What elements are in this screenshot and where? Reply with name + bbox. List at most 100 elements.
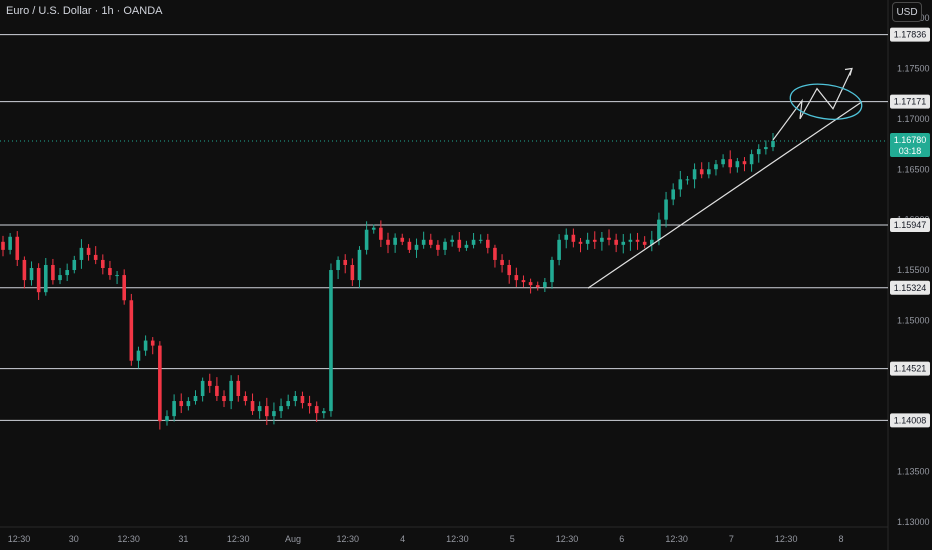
candle-body[interactable] xyxy=(500,259,504,265)
candle-body[interactable] xyxy=(635,239,640,242)
candle-body[interactable] xyxy=(307,403,312,407)
candle-body[interactable] xyxy=(122,275,127,301)
candle-body[interactable] xyxy=(115,275,119,277)
candle-body[interactable] xyxy=(578,241,583,244)
candle-body[interactable] xyxy=(685,179,690,181)
trendline[interactable] xyxy=(587,101,863,289)
candle-body[interactable] xyxy=(243,395,248,402)
candle-body[interactable] xyxy=(671,189,675,200)
candle-body[interactable] xyxy=(543,282,547,288)
candle-body[interactable] xyxy=(264,406,269,417)
candle-body[interactable] xyxy=(507,264,512,276)
candle-body[interactable] xyxy=(379,227,383,240)
candle-body[interactable] xyxy=(314,406,319,414)
target-ellipse[interactable] xyxy=(788,80,864,124)
candle-body[interactable] xyxy=(564,234,569,240)
candle-body[interactable] xyxy=(250,401,255,412)
candle-body[interactable] xyxy=(193,395,198,402)
candle-body[interactable] xyxy=(678,179,683,190)
candle-body[interactable] xyxy=(143,340,148,351)
candle-body[interactable] xyxy=(649,239,654,245)
candle-body[interactable] xyxy=(272,411,276,417)
candle-body[interactable] xyxy=(771,141,775,148)
candle-body[interactable] xyxy=(464,244,469,248)
candle-body[interactable] xyxy=(692,169,697,180)
candle-body[interactable] xyxy=(407,241,412,250)
projection-path[interactable] xyxy=(772,68,853,141)
candle-body[interactable] xyxy=(621,241,626,245)
candle-body[interactable] xyxy=(279,406,283,412)
candle-body[interactable] xyxy=(300,395,305,404)
candle-body[interactable] xyxy=(15,236,20,260)
candle-body[interactable] xyxy=(393,237,397,245)
candle-body[interactable] xyxy=(129,300,134,361)
candle-body[interactable] xyxy=(257,406,262,412)
candle-body[interactable] xyxy=(172,401,176,417)
candle-body[interactable] xyxy=(51,264,55,281)
candle-body[interactable] xyxy=(421,239,426,245)
candle-body[interactable] xyxy=(585,239,590,244)
candle-body[interactable] xyxy=(657,219,661,240)
candle-body[interactable] xyxy=(93,254,98,260)
candle-body[interactable] xyxy=(514,275,519,281)
candle-body[interactable] xyxy=(86,247,91,255)
candle-body[interactable] xyxy=(400,237,405,242)
candle-body[interactable] xyxy=(457,239,462,248)
candle-body[interactable] xyxy=(521,280,526,283)
candle-body[interactable] xyxy=(756,149,761,155)
candle-body[interactable] xyxy=(471,239,476,245)
candle-body[interactable] xyxy=(735,161,740,168)
candle-body[interactable] xyxy=(150,340,155,346)
candle-body[interactable] xyxy=(79,247,84,260)
candle-body[interactable] xyxy=(749,154,754,165)
candle-body[interactable] xyxy=(443,241,447,250)
candle-body[interactable] xyxy=(714,164,718,170)
candle-body[interactable] xyxy=(36,268,41,293)
candle-body[interactable] xyxy=(65,270,69,276)
candle-body[interactable] xyxy=(493,247,497,260)
candle-body[interactable] xyxy=(336,259,340,271)
candle-body[interactable] xyxy=(607,237,611,240)
candle-body[interactable] xyxy=(721,159,725,165)
candle-body[interactable] xyxy=(557,239,561,260)
candle-body[interactable] xyxy=(428,239,433,245)
candle-body[interactable] xyxy=(207,380,212,386)
candle-body[interactable] xyxy=(229,380,233,402)
candle-body[interactable] xyxy=(186,401,191,407)
candle-body[interactable] xyxy=(236,380,241,396)
candle-body[interactable] xyxy=(329,270,333,412)
candle-body[interactable] xyxy=(528,282,533,286)
candle-body[interactable] xyxy=(535,285,540,288)
candle-body[interactable] xyxy=(614,239,618,245)
candle-body[interactable] xyxy=(29,268,34,281)
candle-body[interactable] xyxy=(158,345,162,422)
candle-body[interactable] xyxy=(364,229,369,250)
candle-body[interactable] xyxy=(8,236,12,250)
currency-button[interactable]: USD xyxy=(892,2,922,22)
candle-body[interactable] xyxy=(357,249,362,281)
candle-body[interactable] xyxy=(322,411,326,414)
candle-body[interactable] xyxy=(436,244,440,250)
candle-body[interactable] xyxy=(592,239,597,242)
candle-body[interactable] xyxy=(371,227,376,230)
candle-body[interactable] xyxy=(200,380,205,396)
candle-body[interactable] xyxy=(571,234,576,242)
candle-body[interactable] xyxy=(664,199,668,220)
candle-body[interactable] xyxy=(108,268,112,276)
candle-body[interactable] xyxy=(642,241,647,245)
candle-body[interactable] xyxy=(486,239,490,248)
candle-body[interactable] xyxy=(628,239,633,242)
candle-body[interactable] xyxy=(72,259,77,271)
candle-body[interactable] xyxy=(136,350,141,361)
candle-body[interactable] xyxy=(764,147,768,150)
candle-body[interactable] xyxy=(58,275,62,281)
candle-body[interactable] xyxy=(343,259,348,265)
candle-body[interactable] xyxy=(478,239,483,241)
candle-body[interactable] xyxy=(1,241,5,250)
candle-body[interactable] xyxy=(699,169,704,175)
candle-body[interactable] xyxy=(386,239,390,245)
candle-body[interactable] xyxy=(350,264,355,281)
candle-body[interactable] xyxy=(22,259,27,281)
candle-body[interactable] xyxy=(414,244,419,250)
